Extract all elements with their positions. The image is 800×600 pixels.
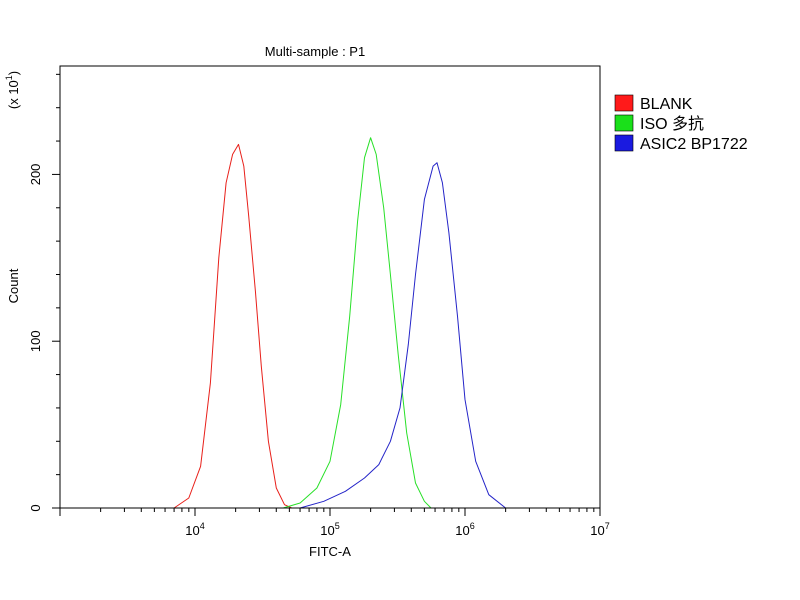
series-line-0 xyxy=(173,143,292,509)
x-tick-label: 107 xyxy=(590,521,609,538)
legend-label-0: BLANK xyxy=(640,96,693,113)
y-tick-label: 200 xyxy=(28,164,43,186)
plot-area: 104 105 106 107 0 100 200 xyxy=(28,65,610,538)
series-line-2 xyxy=(299,162,506,509)
series-line-1 xyxy=(283,137,432,509)
series-layer xyxy=(173,137,506,509)
legend: BLANK ISO 多抗 ASIC2 BP1722 xyxy=(614,94,748,153)
chart-title: Multi-sample : P1 xyxy=(265,44,365,59)
legend-swatch-2 xyxy=(614,134,634,152)
x-axis-label: FITC-A xyxy=(309,544,351,559)
legend-swatch-0 xyxy=(614,94,634,112)
legend-label-2: ASIC2 BP1722 xyxy=(640,136,748,153)
y-multiplier-label: (x 101) xyxy=(4,71,21,109)
x-tick-label: 106 xyxy=(455,521,474,538)
x-axis: 104 105 106 107 xyxy=(59,507,610,538)
y-tick-label: 0 xyxy=(28,504,43,511)
y-multiplier-close: ) xyxy=(6,71,21,75)
plot-frame xyxy=(59,65,601,509)
x-tick-label: 105 xyxy=(320,521,339,538)
y-multiplier-exponent: 1 xyxy=(4,75,14,80)
x-tick-label: 104 xyxy=(185,521,204,538)
legend-swatch-1 xyxy=(614,114,634,132)
y-tick-label: 100 xyxy=(28,330,43,352)
y-axis: 0 100 200 xyxy=(28,73,60,512)
y-axis-label: Count xyxy=(6,268,21,303)
y-multiplier-base: (x 10 xyxy=(6,80,21,109)
legend-label-1: ISO 多抗 xyxy=(640,115,704,133)
